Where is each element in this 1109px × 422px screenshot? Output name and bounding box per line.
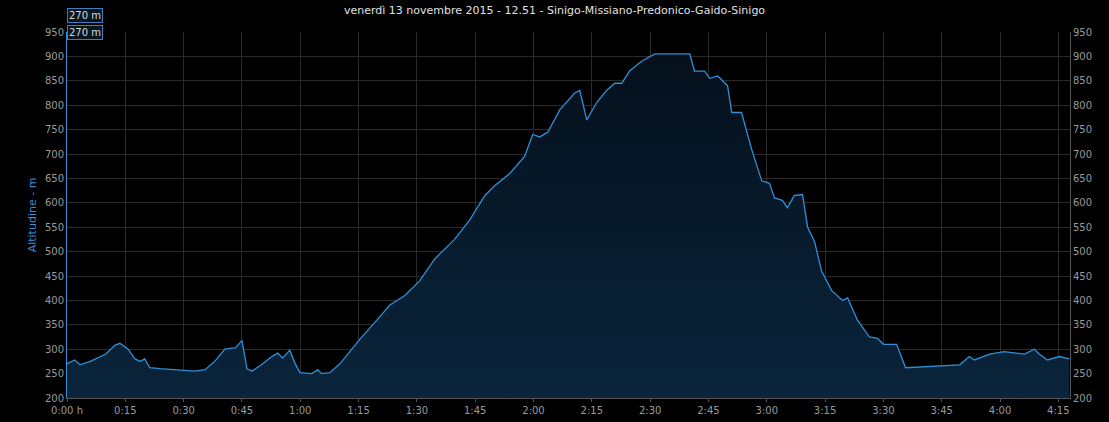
svg-text:3:45: 3:45 xyxy=(930,405,952,416)
svg-text:700: 700 xyxy=(1073,149,1092,160)
svg-text:3:00: 3:00 xyxy=(756,405,778,416)
svg-text:1:45: 1:45 xyxy=(464,405,486,416)
svg-text:Altitudine - m: Altitudine - m xyxy=(26,178,39,253)
svg-text:270 m: 270 m xyxy=(69,27,101,38)
svg-text:900: 900 xyxy=(45,51,64,62)
svg-text:2:15: 2:15 xyxy=(581,405,603,416)
svg-text:900: 900 xyxy=(1073,51,1092,62)
svg-text:300: 300 xyxy=(1073,344,1092,355)
svg-text:600: 600 xyxy=(1073,197,1092,208)
svg-text:200: 200 xyxy=(45,393,64,404)
svg-text:venerdì 13 novembre 2015 - 12.: venerdì 13 novembre 2015 - 12.51 - Sinig… xyxy=(344,4,765,17)
svg-text:400: 400 xyxy=(1073,295,1092,306)
svg-text:850: 850 xyxy=(45,75,64,86)
svg-text:450: 450 xyxy=(1073,271,1092,282)
svg-text:1:15: 1:15 xyxy=(347,405,369,416)
svg-text:700: 700 xyxy=(45,149,64,160)
svg-text:800: 800 xyxy=(45,100,64,111)
svg-text:250: 250 xyxy=(1073,368,1092,379)
svg-text:350: 350 xyxy=(1073,319,1092,330)
svg-text:950: 950 xyxy=(45,27,64,38)
svg-text:0:15: 0:15 xyxy=(114,405,136,416)
svg-text:400: 400 xyxy=(45,295,64,306)
svg-text:750: 750 xyxy=(45,124,64,135)
svg-text:1:30: 1:30 xyxy=(406,405,428,416)
svg-text:500: 500 xyxy=(1073,246,1092,257)
svg-text:500: 500 xyxy=(45,246,64,257)
svg-text:600: 600 xyxy=(45,197,64,208)
svg-text:800: 800 xyxy=(1073,100,1092,111)
svg-text:650: 650 xyxy=(45,173,64,184)
svg-text:300: 300 xyxy=(45,344,64,355)
svg-text:2:45: 2:45 xyxy=(697,405,719,416)
svg-text:1:00: 1:00 xyxy=(289,405,311,416)
svg-text:4:00: 4:00 xyxy=(989,405,1011,416)
svg-text:350: 350 xyxy=(45,319,64,330)
svg-text:0:00 h: 0:00 h xyxy=(51,405,83,416)
svg-text:0:45: 0:45 xyxy=(231,405,253,416)
svg-text:450: 450 xyxy=(45,271,64,282)
svg-text:200: 200 xyxy=(1073,393,1092,404)
svg-text:250: 250 xyxy=(45,368,64,379)
svg-text:3:15: 3:15 xyxy=(814,405,836,416)
svg-text:3:30: 3:30 xyxy=(872,405,894,416)
svg-text:650: 650 xyxy=(1073,173,1092,184)
svg-text:850: 850 xyxy=(1073,75,1092,86)
svg-text:4:15: 4:15 xyxy=(1047,405,1069,416)
svg-text:950: 950 xyxy=(1073,27,1092,38)
svg-text:270 m: 270 m xyxy=(69,10,101,21)
svg-text:2:30: 2:30 xyxy=(639,405,661,416)
svg-text:0:30: 0:30 xyxy=(172,405,194,416)
svg-text:750: 750 xyxy=(1073,124,1092,135)
svg-text:550: 550 xyxy=(1073,222,1092,233)
svg-text:550: 550 xyxy=(45,222,64,233)
svg-text:2:00: 2:00 xyxy=(522,405,544,416)
